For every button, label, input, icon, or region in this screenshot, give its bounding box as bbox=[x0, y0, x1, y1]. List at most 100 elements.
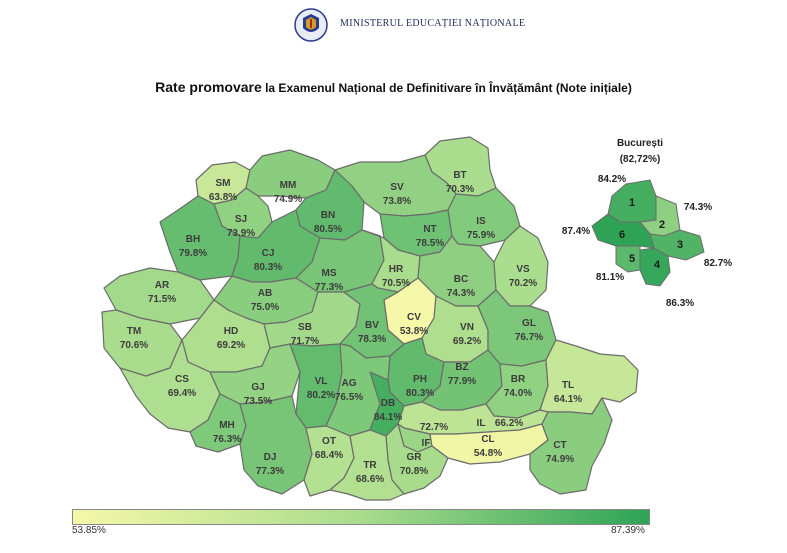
county-code-sm: SM bbox=[216, 178, 231, 189]
county-value-bc: 74.3% bbox=[447, 288, 475, 299]
coat-of-arms-icon bbox=[294, 8, 328, 42]
county-code-bn: BN bbox=[321, 210, 335, 221]
county-code-sv: SV bbox=[390, 182, 404, 193]
bucuresti-sector-4 bbox=[639, 247, 671, 287]
sector-number-3: 3 bbox=[677, 239, 683, 251]
county-code-vn: VN bbox=[460, 322, 474, 333]
county-value-gr: 70.8% bbox=[400, 466, 428, 477]
county-value-if: 72.7% bbox=[420, 422, 448, 433]
sector-number-6: 6 bbox=[619, 229, 625, 241]
county-code-tl: TL bbox=[562, 380, 574, 391]
county-code-dj: DJ bbox=[264, 452, 277, 463]
county-code-if: IF bbox=[422, 438, 431, 449]
county-value-is: 75.9% bbox=[467, 230, 495, 241]
bucuresti-sector-6 bbox=[591, 213, 655, 249]
sector-value-1: 84.2% bbox=[598, 174, 626, 185]
county-code-gj: GJ bbox=[251, 382, 264, 393]
county-value-tl: 64.1% bbox=[554, 394, 582, 405]
county-value-db: 84.1% bbox=[374, 412, 402, 423]
county-value-sv: 73.8% bbox=[383, 196, 411, 207]
county-value-sb: 71.7% bbox=[291, 336, 319, 347]
county-tr bbox=[329, 429, 405, 501]
bucuresti-header: București (82,72%) bbox=[590, 136, 690, 168]
county-value-ms: 77.3% bbox=[315, 282, 343, 293]
county-code-cs: CS bbox=[175, 374, 189, 385]
county-value-ct: 74.9% bbox=[546, 454, 574, 465]
county-vs bbox=[493, 225, 549, 307]
color-scale-legend bbox=[72, 509, 650, 525]
county-code-nt: NT bbox=[423, 224, 436, 235]
county-code-sj: SJ bbox=[235, 214, 247, 225]
county-code-ph: PH bbox=[413, 374, 427, 385]
map-title: Rate promovare la Examenul Național de D… bbox=[0, 79, 787, 95]
bucuresti-value: (82,72%) bbox=[619, 154, 661, 165]
county-code-ag: AG bbox=[342, 378, 357, 389]
county-code-ab: AB bbox=[258, 288, 272, 299]
county-code-mm: MM bbox=[280, 180, 297, 191]
county-code-ar: AR bbox=[155, 280, 170, 291]
title-rest: la Examenul Național de Definitivare în … bbox=[265, 81, 632, 95]
county-value-bh: 79.8% bbox=[179, 248, 207, 259]
county-value-nt: 78.5% bbox=[416, 238, 444, 249]
county-code-is: IS bbox=[476, 216, 486, 227]
county-value-ab: 75.0% bbox=[251, 302, 279, 313]
county-value-ar: 71.5% bbox=[148, 294, 176, 305]
county-value-cv: 53.8% bbox=[400, 326, 428, 337]
county-code-cj: CJ bbox=[262, 248, 275, 259]
county-value-bt: 70.3% bbox=[446, 184, 474, 195]
county-value-tr: 68.6% bbox=[356, 474, 384, 485]
county-value-dj: 77.3% bbox=[256, 466, 284, 477]
county-value-mh: 76.3% bbox=[213, 434, 241, 445]
county-code-vs: VS bbox=[516, 264, 530, 275]
county-code-br: BR bbox=[511, 374, 526, 385]
bucuresti-sectors-layer bbox=[591, 179, 705, 287]
county-code-bz: BZ bbox=[455, 362, 468, 373]
county-code-ct: CT bbox=[553, 440, 566, 451]
county-value-vl: 80.2% bbox=[307, 390, 335, 401]
county-value-tm: 70.6% bbox=[120, 340, 148, 351]
labels-layer: SM 63.8% MM 74.9% BT 70.3% SV 73.8% SJ 73.9% BN 80.… bbox=[120, 170, 732, 485]
county-code-sb: SB bbox=[298, 322, 312, 333]
county-code-tr: TR bbox=[363, 460, 377, 471]
county-code-mh: MH bbox=[219, 420, 235, 431]
ministry-name: MINISTERUL EDUCAȚIEI NAȚIONALE bbox=[340, 18, 526, 29]
sector-value-4: 86.3% bbox=[666, 298, 694, 309]
sector-number-2: 2 bbox=[659, 219, 665, 231]
county-code-bc: BC bbox=[454, 274, 468, 285]
sector-value-2: 74.3% bbox=[684, 202, 712, 213]
counties-layer bbox=[101, 136, 639, 501]
county-value-br: 74.0% bbox=[504, 388, 532, 399]
county-code-gr: GR bbox=[407, 452, 423, 463]
sector-number-5: 5 bbox=[629, 253, 635, 265]
sector-value-5: 81.1% bbox=[596, 272, 624, 283]
county-value-il: 66.2% bbox=[495, 418, 523, 429]
county-code-cl: CL bbox=[481, 434, 494, 445]
sector-value-6: 87.4% bbox=[562, 226, 590, 237]
county-value-ph: 80.3% bbox=[406, 388, 434, 399]
county-value-vs: 70.2% bbox=[509, 278, 537, 289]
county-code-il: IL bbox=[477, 418, 486, 429]
title-bold: Rate promovare bbox=[155, 79, 262, 95]
county-code-gl: GL bbox=[522, 318, 536, 329]
county-value-bv: 78.3% bbox=[358, 334, 386, 345]
sector-number-4: 4 bbox=[654, 259, 661, 271]
county-value-gj: 73.5% bbox=[244, 396, 272, 407]
county-code-hd: HD bbox=[224, 326, 238, 337]
county-value-hr: 70.5% bbox=[382, 278, 410, 289]
page-header: MINISTERUL EDUCAȚIEI NAȚIONALE bbox=[0, 6, 787, 46]
county-code-bv: BV bbox=[365, 320, 379, 331]
county-value-cl: 54.8% bbox=[474, 448, 502, 459]
bucuresti-title: București bbox=[616, 138, 664, 149]
county-value-cs: 69.4% bbox=[168, 388, 196, 399]
sector-number-1: 1 bbox=[629, 197, 635, 209]
county-value-cj: 80.3% bbox=[254, 262, 282, 273]
county-code-tm: TM bbox=[127, 326, 141, 337]
legend-min-label: 53.85% bbox=[72, 525, 106, 536]
county-value-hd: 69.2% bbox=[217, 340, 245, 351]
county-value-ag: 76.5% bbox=[335, 392, 363, 403]
county-code-bh: BH bbox=[186, 234, 200, 245]
county-value-sm: 63.8% bbox=[209, 192, 237, 203]
sector-value-3: 82.7% bbox=[704, 258, 732, 269]
county-value-mm: 74.9% bbox=[274, 194, 302, 205]
